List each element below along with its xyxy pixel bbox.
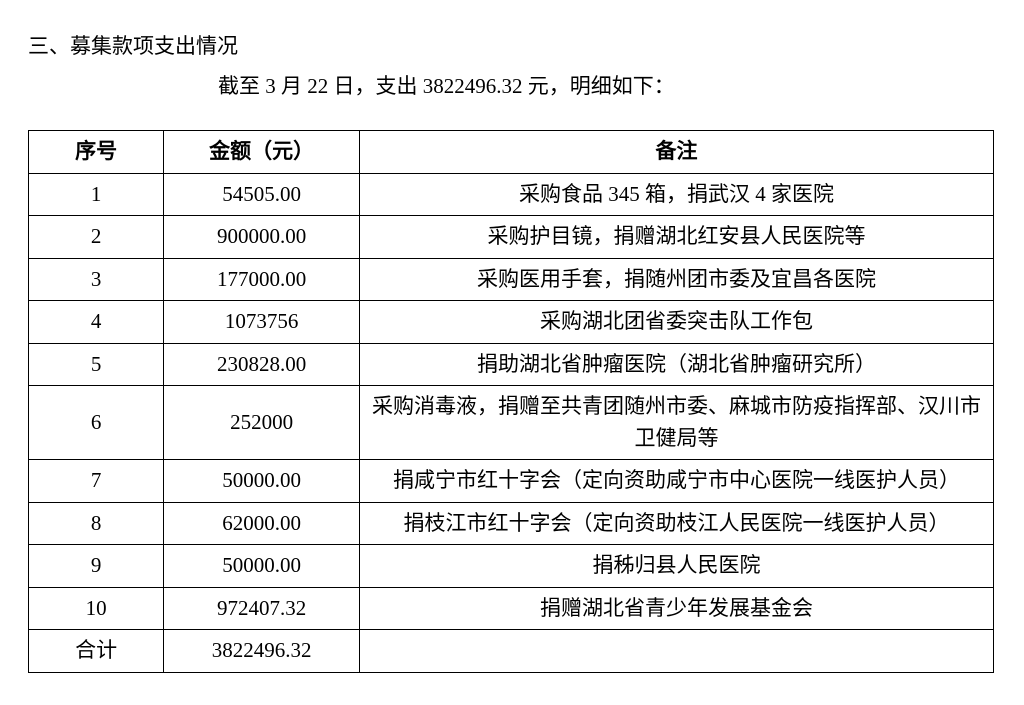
col-header-seq: 序号 — [29, 131, 164, 174]
cell-amount: 900000.00 — [164, 216, 360, 259]
col-header-amount: 金额（元） — [164, 131, 360, 174]
cell-seq: 2 — [29, 216, 164, 259]
cell-note: 采购护目镜，捐赠湖北红安县人民医院等 — [360, 216, 994, 259]
table-row: 2 900000.00 采购护目镜，捐赠湖北红安县人民医院等 — [29, 216, 994, 259]
table-row: 10 972407.32 捐赠湖北省青少年发展基金会 — [29, 587, 994, 630]
cell-note: 采购湖北团省委突击队工作包 — [360, 301, 994, 344]
table-row: 9 50000.00 捐秭归县人民医院 — [29, 545, 994, 588]
cell-amount: 1073756 — [164, 301, 360, 344]
cell-seq: 6 — [29, 386, 164, 460]
cell-note: 采购医用手套，捐随州团市委及宜昌各医院 — [360, 258, 994, 301]
cell-seq: 5 — [29, 343, 164, 386]
cell-note: 捐秭归县人民医院 — [360, 545, 994, 588]
table-row: 4 1073756 采购湖北团省委突击队工作包 — [29, 301, 994, 344]
section-title: 三、募集款项支出情况 — [28, 30, 996, 60]
cell-note: 捐助湖北省肿瘤医院（湖北省肿瘤研究所） — [360, 343, 994, 386]
cell-amount: 177000.00 — [164, 258, 360, 301]
table-total-row: 合计 3822496.32 — [29, 630, 994, 673]
cell-amount: 230828.00 — [164, 343, 360, 386]
table-row: 5 230828.00 捐助湖北省肿瘤医院（湖北省肿瘤研究所） — [29, 343, 994, 386]
cell-note: 采购消毒液，捐赠至共青团随州市委、麻城市防疫指挥部、汉川市卫健局等 — [360, 386, 994, 460]
cell-seq: 10 — [29, 587, 164, 630]
cell-total-amount: 3822496.32 — [164, 630, 360, 673]
cell-total-note — [360, 630, 994, 673]
cell-amount: 54505.00 — [164, 173, 360, 216]
intro-line: 截至 3 月 22 日，支出 3822496.32 元，明细如下： — [218, 70, 996, 100]
table-row: 7 50000.00 捐咸宁市红十字会（定向资助咸宁市中心医院一线医护人员） — [29, 460, 994, 503]
col-header-note: 备注 — [360, 131, 994, 174]
table-header-row: 序号 金额（元） 备注 — [29, 131, 994, 174]
table-row: 8 62000.00 捐枝江市红十字会（定向资助枝江人民医院一线医护人员） — [29, 502, 994, 545]
cell-amount: 252000 — [164, 386, 360, 460]
cell-amount: 62000.00 — [164, 502, 360, 545]
cell-seq: 3 — [29, 258, 164, 301]
cell-amount: 972407.32 — [164, 587, 360, 630]
cell-seq: 1 — [29, 173, 164, 216]
cell-note: 捐枝江市红十字会（定向资助枝江人民医院一线医护人员） — [360, 502, 994, 545]
cell-total-label: 合计 — [29, 630, 164, 673]
cell-note: 采购食品 345 箱，捐武汉 4 家医院 — [360, 173, 994, 216]
cell-seq: 4 — [29, 301, 164, 344]
cell-amount: 50000.00 — [164, 545, 360, 588]
table-row: 3 177000.00 采购医用手套，捐随州团市委及宜昌各医院 — [29, 258, 994, 301]
table-row: 6 252000 采购消毒液，捐赠至共青团随州市委、麻城市防疫指挥部、汉川市卫健… — [29, 386, 994, 460]
cell-amount: 50000.00 — [164, 460, 360, 503]
table-row: 1 54505.00 采购食品 345 箱，捐武汉 4 家医院 — [29, 173, 994, 216]
cell-seq: 8 — [29, 502, 164, 545]
cell-note: 捐赠湖北省青少年发展基金会 — [360, 587, 994, 630]
cell-note: 捐咸宁市红十字会（定向资助咸宁市中心医院一线医护人员） — [360, 460, 994, 503]
expense-table: 序号 金额（元） 备注 1 54505.00 采购食品 345 箱，捐武汉 4 … — [28, 130, 994, 673]
cell-seq: 9 — [29, 545, 164, 588]
cell-seq: 7 — [29, 460, 164, 503]
